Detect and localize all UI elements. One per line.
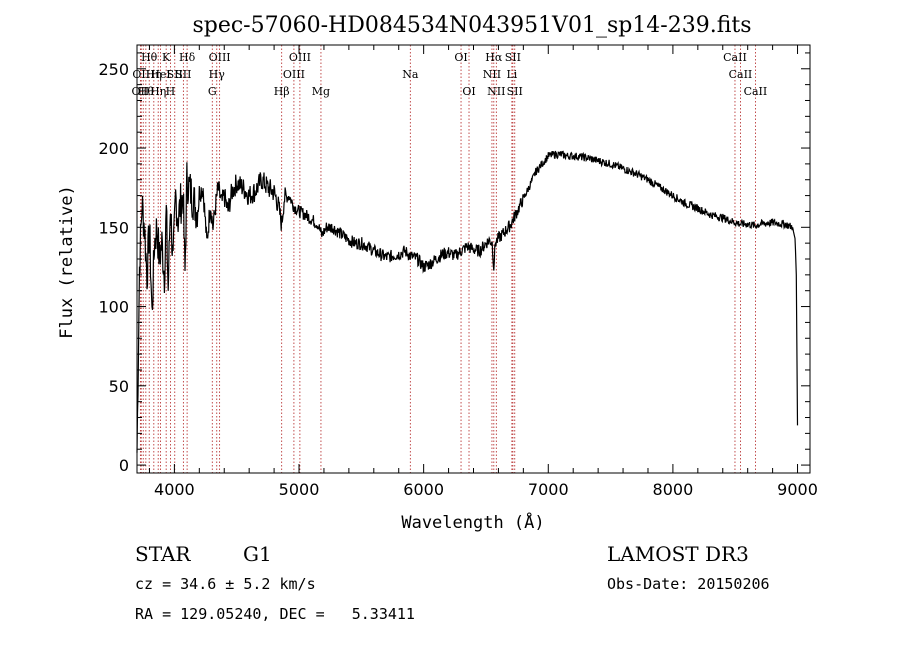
line-label-28: SII [507,85,523,98]
line-label-10: SII [167,68,183,81]
line-label-16: Hβ [274,85,290,98]
x-tick-label-4: 8000 [653,480,694,499]
plot-frame [136,44,811,474]
y-tick-label-4: 200 [98,139,129,158]
y-tick-label-5: 250 [98,60,129,79]
line-label-27: SII [505,51,521,64]
line-label-12: Hδ [179,51,196,64]
line-label-17: OIII [283,68,305,81]
chart-title: spec-57060-HD084534N043951V01_sp14-239.f… [192,13,751,38]
spectral-line-markers [139,45,756,473]
object-subclass: G1 [243,542,272,566]
line-label-0: OII [132,85,150,98]
line-label-29: CaII [723,51,747,64]
x-axis-ticks: 4000 5000 6000 7000 8000 9000 [148,45,818,499]
line-label-15: OIII [209,51,231,64]
y-tick-label-1: 50 [109,377,129,396]
line-label-4: Hθ [141,51,158,64]
line-label-18: OIII [289,51,311,64]
object-class: STAR [135,542,191,566]
x-tick-label-0: 4000 [154,480,195,499]
redshift-cz: cz = 34.6 ± 5.2 km/s [135,575,316,593]
x-tick-label-5: 9000 [777,480,818,499]
y-axis-label: Flux (relative) [57,185,77,339]
line-label-6: Hη [150,85,166,98]
line-label-23: NII [483,68,501,81]
x-axis-label: Wavelength (Å) [401,511,544,533]
line-label-14: Hγ [209,68,226,81]
line-label-30: CaII [729,68,753,81]
line-label-26: Li [506,68,517,81]
line-label-5: Hη [146,68,162,81]
line-label-24: Hα [485,51,503,64]
coordinates: RA = 129.05240, DEC = 5.33411 [135,605,415,623]
line-label-8: K [162,51,171,64]
observation-date: Obs-Date: 20150206 [607,575,770,593]
x-tick-label-1: 5000 [279,480,320,499]
line-label-22: OI [462,85,475,98]
line-label-9: H [166,85,176,98]
x-tick-label-2: 6000 [403,480,444,499]
y-tick-label-0: 0 [119,456,129,475]
line-label-25: NII [487,85,505,98]
line-label-19: Mg [312,85,330,98]
line-label-3: Hθ [138,85,155,98]
line-label-31: CaII [744,85,768,98]
line-label-20: Na [402,68,419,81]
y-axis-ticks: 0 50 100 150 200 250 [98,52,810,475]
line-label-13: G [208,85,217,98]
y-tick-label-2: 100 [98,298,129,317]
x-tick-label-3: 7000 [528,480,569,499]
line-label-7: HeI [150,68,170,81]
spectrum-series [136,150,799,453]
y-tick-label-3: 150 [98,218,129,237]
spectral-line-labels: OIIOIIHθHθHηHηHeIKHSIISIIHδGHγOIIIHβOIII… [132,51,768,98]
survey-name: LAMOST DR3 [607,542,749,566]
line-label-21: OI [454,51,467,64]
line-label-11: SII [175,68,191,81]
